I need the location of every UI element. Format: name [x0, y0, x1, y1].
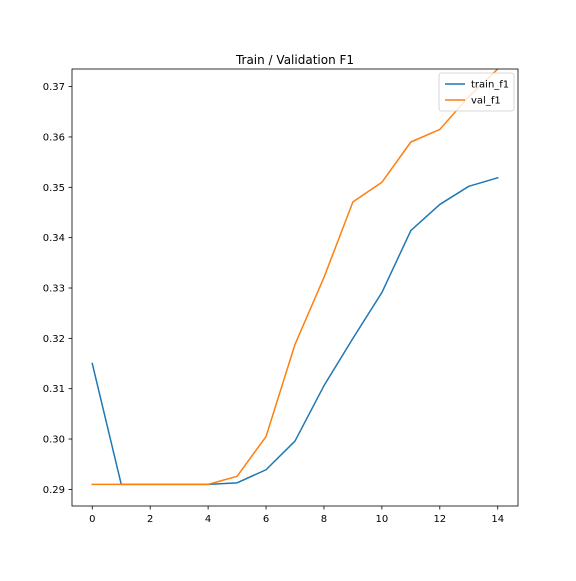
chart-title: Train / Validation F1: [235, 53, 354, 67]
legend-label-val-f1: val_f1: [471, 96, 501, 107]
y-axis: 0.29 0.30 0.31 0.32 0.33 0.34 0.35 0.36 0.37: [43, 82, 72, 496]
y-tick-label: 0.35: [43, 183, 65, 194]
series-layer: [91, 69, 499, 486]
y-tick-label: 0.36: [43, 132, 65, 143]
y-tick-label: 0.34: [43, 233, 65, 244]
x-tick-label: 10: [376, 514, 389, 525]
x-tick-label: 4: [205, 514, 211, 525]
legend-box: [438, 72, 515, 112]
legend: train_f1 val_f1: [438, 72, 515, 112]
series-line-val-f1: [91, 69, 499, 486]
x-tick-label: 6: [263, 514, 269, 525]
y-tick-label: 0.37: [43, 82, 65, 93]
legend-label-train-f1: train_f1: [471, 80, 509, 91]
x-tick-label: 14: [491, 514, 504, 525]
x-tick-label: 8: [321, 514, 327, 525]
x-tick-label: 12: [433, 514, 446, 525]
plot-frame: [71, 68, 519, 507]
x-tick-label: 2: [147, 514, 153, 525]
y-tick-label: 0.33: [43, 284, 65, 295]
x-tick-label: 0: [89, 514, 95, 525]
x-axis: 0 2 4 6 8 10 12 14: [89, 506, 504, 525]
y-tick-label: 0.29: [43, 485, 65, 496]
y-tick-label: 0.31: [43, 384, 65, 395]
y-tick-label: 0.32: [43, 334, 65, 345]
y-tick-label: 0.30: [43, 435, 65, 446]
